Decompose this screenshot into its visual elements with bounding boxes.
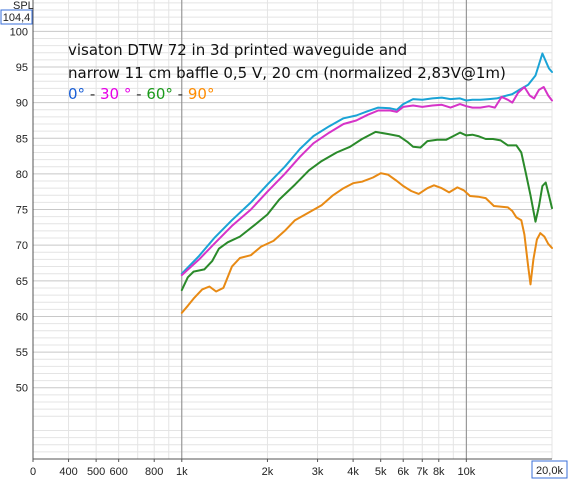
y-tick-label: 55 <box>16 347 28 359</box>
x-tick-label: 1k <box>176 466 188 478</box>
y-tick-label: 85 <box>16 133 28 145</box>
x-tick-label: 2k <box>262 466 274 478</box>
x-tick-label: 4k <box>347 466 359 478</box>
legend-line: 0° - 30 ° - 60° - 90° <box>68 85 214 103</box>
y-tick-label: 90 <box>16 98 28 110</box>
x-tick-labels: 0 400 500 600 800 1k 2k 3k 4k 5k 6k 7k 8k 10k <box>30 459 476 478</box>
minor-gridlines <box>32 0 553 459</box>
x-tick-label: 500 <box>87 466 105 478</box>
y-tick-label: 75 <box>16 205 28 217</box>
xmax-label: 20,0k <box>536 465 563 477</box>
y-tick-label: 60 <box>16 311 28 323</box>
xmax-box[interactable] <box>531 460 568 479</box>
x-tick-label: 600 <box>109 466 127 478</box>
chart-title-line-1: visaton DTW 72 in 3d printed waveguide a… <box>68 41 407 59</box>
y-tick-labels: 50 55 60 65 70 75 80 85 90 95 100 <box>10 26 28 394</box>
x-tick-label: 3k <box>312 466 324 478</box>
legend-60deg: 60° <box>146 85 173 103</box>
y-tick-label: 100 <box>10 26 28 38</box>
legend-separator: - <box>131 85 146 103</box>
x-tick-label: 10k <box>457 466 475 478</box>
y-tick-label: 95 <box>16 62 28 74</box>
series-line-1 <box>180 86 553 277</box>
x-tick-label: 6k <box>397 466 409 478</box>
ymax-label: 104,4 <box>3 12 31 24</box>
legend-separator: - <box>85 85 100 103</box>
legend-separator: - <box>173 85 188 103</box>
y-tick-label: 50 <box>16 383 28 395</box>
series-layer <box>180 52 553 314</box>
y-tick-label: 65 <box>16 276 28 288</box>
y-axis-label: SPL <box>13 0 34 12</box>
legend-0deg: 0° <box>68 85 85 103</box>
series-line-0 <box>180 52 553 275</box>
legend-90deg: 90° <box>188 85 215 103</box>
chart-title-line-2: narrow 11 cm baffle 0,5 V, 20 cm (normal… <box>68 64 506 82</box>
series-line-3 <box>180 172 553 314</box>
x-tick-label: 8k <box>433 466 445 478</box>
y-tick-label: 70 <box>16 240 28 252</box>
x-tick-label: 7k <box>416 466 428 478</box>
y-tick-label: 80 <box>16 169 28 181</box>
x-tick-label: 800 <box>145 466 163 478</box>
legend-30deg: 30 ° <box>100 85 131 103</box>
x-tick-label: 0 <box>30 466 36 478</box>
x-tick-label: 5k <box>375 466 387 478</box>
x-tick-label: 400 <box>59 466 77 478</box>
major-gridlines <box>33 0 552 459</box>
series-line-2 <box>180 130 553 292</box>
ymax-box[interactable] <box>0 9 33 25</box>
